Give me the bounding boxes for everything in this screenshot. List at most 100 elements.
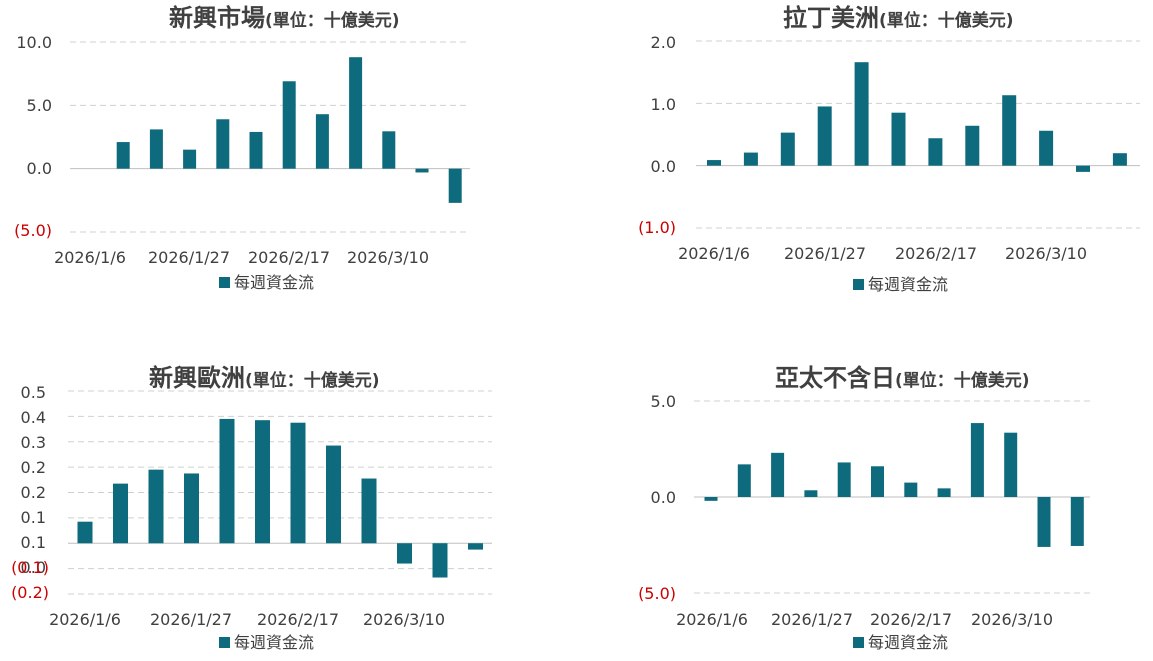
bar bbox=[149, 129, 163, 169]
bar bbox=[382, 131, 396, 169]
bar bbox=[871, 466, 884, 497]
gridlines bbox=[70, 41, 470, 233]
chart-subtitle: (單位：十億美元) bbox=[879, 10, 1014, 31]
gridlines bbox=[696, 40, 1140, 229]
bars bbox=[704, 423, 1084, 547]
bar bbox=[113, 483, 128, 544]
bars bbox=[116, 57, 462, 203]
x-tick-label: 2026/2/17 bbox=[895, 244, 977, 263]
x-tick-label: 2026/1/27 bbox=[784, 244, 866, 263]
x-tick-label: 2026/1/6 bbox=[49, 610, 121, 629]
legend-label: 每週資金流 bbox=[234, 633, 314, 652]
legend-label: 每週資金流 bbox=[868, 633, 948, 652]
y-tick-label: 0.0 bbox=[651, 488, 676, 507]
bars bbox=[77, 418, 483, 578]
bar bbox=[77, 521, 93, 544]
bar bbox=[937, 488, 951, 497]
y-tick-label: (0.2) bbox=[11, 583, 49, 602]
x-tick-label: 2026/1/6 bbox=[678, 244, 750, 263]
y-tick-label: 10.0 bbox=[16, 33, 52, 52]
x-tick-label: 2026/3/10 bbox=[1005, 244, 1087, 263]
x-axis-ticks: 2026/1/6 2026/1/27 2026/2/17 2026/3/10 bbox=[678, 244, 1087, 263]
x-tick-label: 2026/1/27 bbox=[148, 248, 230, 267]
chart-title: 新興歐洲 bbox=[149, 364, 245, 392]
bar bbox=[397, 543, 412, 564]
bar bbox=[743, 152, 758, 166]
legend-swatch bbox=[219, 277, 230, 288]
bar bbox=[970, 423, 984, 497]
gridlines bbox=[68, 390, 492, 595]
bar bbox=[1112, 153, 1127, 166]
bar bbox=[854, 62, 869, 166]
y-tick-label: 0.5 bbox=[21, 383, 46, 402]
bar bbox=[349, 57, 363, 169]
y-tick-label: 0.1 bbox=[21, 533, 46, 552]
bar bbox=[804, 490, 818, 497]
bar bbox=[704, 497, 718, 501]
y-tick-label: 0.0 bbox=[21, 558, 46, 577]
gridlines bbox=[694, 400, 1090, 594]
x-tick-label: 2026/1/6 bbox=[676, 610, 748, 629]
chart-subtitle: (單位：十億美元) bbox=[895, 370, 1030, 391]
x-axis-ticks: 2026/1/6 2026/1/27 2026/2/17 2026/3/10 bbox=[676, 610, 1053, 629]
bar bbox=[116, 142, 130, 169]
bar bbox=[290, 422, 306, 544]
bar bbox=[448, 168, 462, 203]
chart-subtitle: (單位：十億美元) bbox=[245, 370, 380, 391]
y-tick-label: 0.3 bbox=[21, 433, 46, 452]
bar bbox=[1039, 130, 1054, 166]
bar bbox=[780, 132, 795, 166]
legend-swatch bbox=[853, 637, 864, 648]
chart-latin-america: 拉丁美洲 (單位：十億美元) 2.0 1.0 0.0 (1.0) 2026/1/… bbox=[638, 4, 1140, 294]
chart-title: 亞太不含日 bbox=[775, 364, 895, 392]
bar bbox=[415, 168, 429, 173]
x-tick-label: 2026/2/17 bbox=[257, 610, 339, 629]
y-axis-ticks: 2.0 1.0 0.0 (1.0) bbox=[638, 33, 676, 237]
bar bbox=[1037, 497, 1051, 547]
bar bbox=[737, 464, 751, 497]
bar bbox=[1002, 95, 1017, 166]
x-tick-label: 2026/3/10 bbox=[363, 610, 445, 629]
bar bbox=[707, 160, 721, 166]
y-tick-label: 5.0 bbox=[27, 96, 52, 115]
bar bbox=[282, 81, 296, 169]
y-tick-label: 0.2 bbox=[21, 458, 46, 477]
y-axis-ticks: 0.5 0.4 0.3 0.2 0.2 0.1 0.1 0.0 (0.1) (0… bbox=[11, 383, 49, 602]
bar bbox=[837, 462, 851, 497]
y-tick-label: 0.1 bbox=[21, 508, 46, 527]
bar bbox=[184, 473, 199, 544]
y-tick-label: (5.0) bbox=[14, 221, 52, 240]
x-tick-label: 2026/3/10 bbox=[971, 610, 1053, 629]
bar bbox=[148, 469, 164, 544]
bar bbox=[928, 138, 943, 166]
y-tick-label: (1.0) bbox=[638, 218, 676, 237]
bar bbox=[817, 106, 832, 166]
chart-title: 拉丁美洲 bbox=[783, 4, 879, 32]
bar bbox=[315, 114, 329, 169]
bar bbox=[891, 112, 906, 166]
bar bbox=[361, 478, 377, 544]
x-tick-label: 2026/2/17 bbox=[870, 610, 952, 629]
legend-swatch bbox=[853, 279, 864, 290]
chart-title: 新興市場 bbox=[169, 4, 265, 32]
bar bbox=[1076, 165, 1090, 172]
bar bbox=[468, 543, 483, 550]
y-tick-label: 1.0 bbox=[651, 95, 676, 114]
y-axis-ticks: 5.0 0.0 (5.0) bbox=[638, 392, 676, 603]
bar bbox=[216, 119, 230, 169]
bar bbox=[249, 131, 263, 169]
x-tick-label: 2026/1/27 bbox=[771, 610, 853, 629]
y-tick-label: 0.4 bbox=[21, 408, 46, 427]
y-tick-label: (0.1) bbox=[11, 558, 49, 577]
bar bbox=[326, 445, 341, 544]
chart-subtitle: (單位：十億美元) bbox=[265, 10, 400, 31]
bar bbox=[904, 482, 918, 497]
x-axis-ticks: 2026/1/6 2026/1/27 2026/2/17 2026/3/10 bbox=[54, 248, 429, 267]
bar bbox=[432, 543, 448, 578]
chart-emerging-markets: 新興市場 (單位：十億美元) 10.0 5.0 0.0 (5.0) 2026/1… bbox=[14, 4, 470, 292]
x-tick-label: 2026/1/6 bbox=[54, 248, 126, 267]
x-tick-label: 2026/3/10 bbox=[347, 248, 429, 267]
legend-swatch bbox=[219, 637, 230, 648]
bar bbox=[771, 452, 785, 497]
